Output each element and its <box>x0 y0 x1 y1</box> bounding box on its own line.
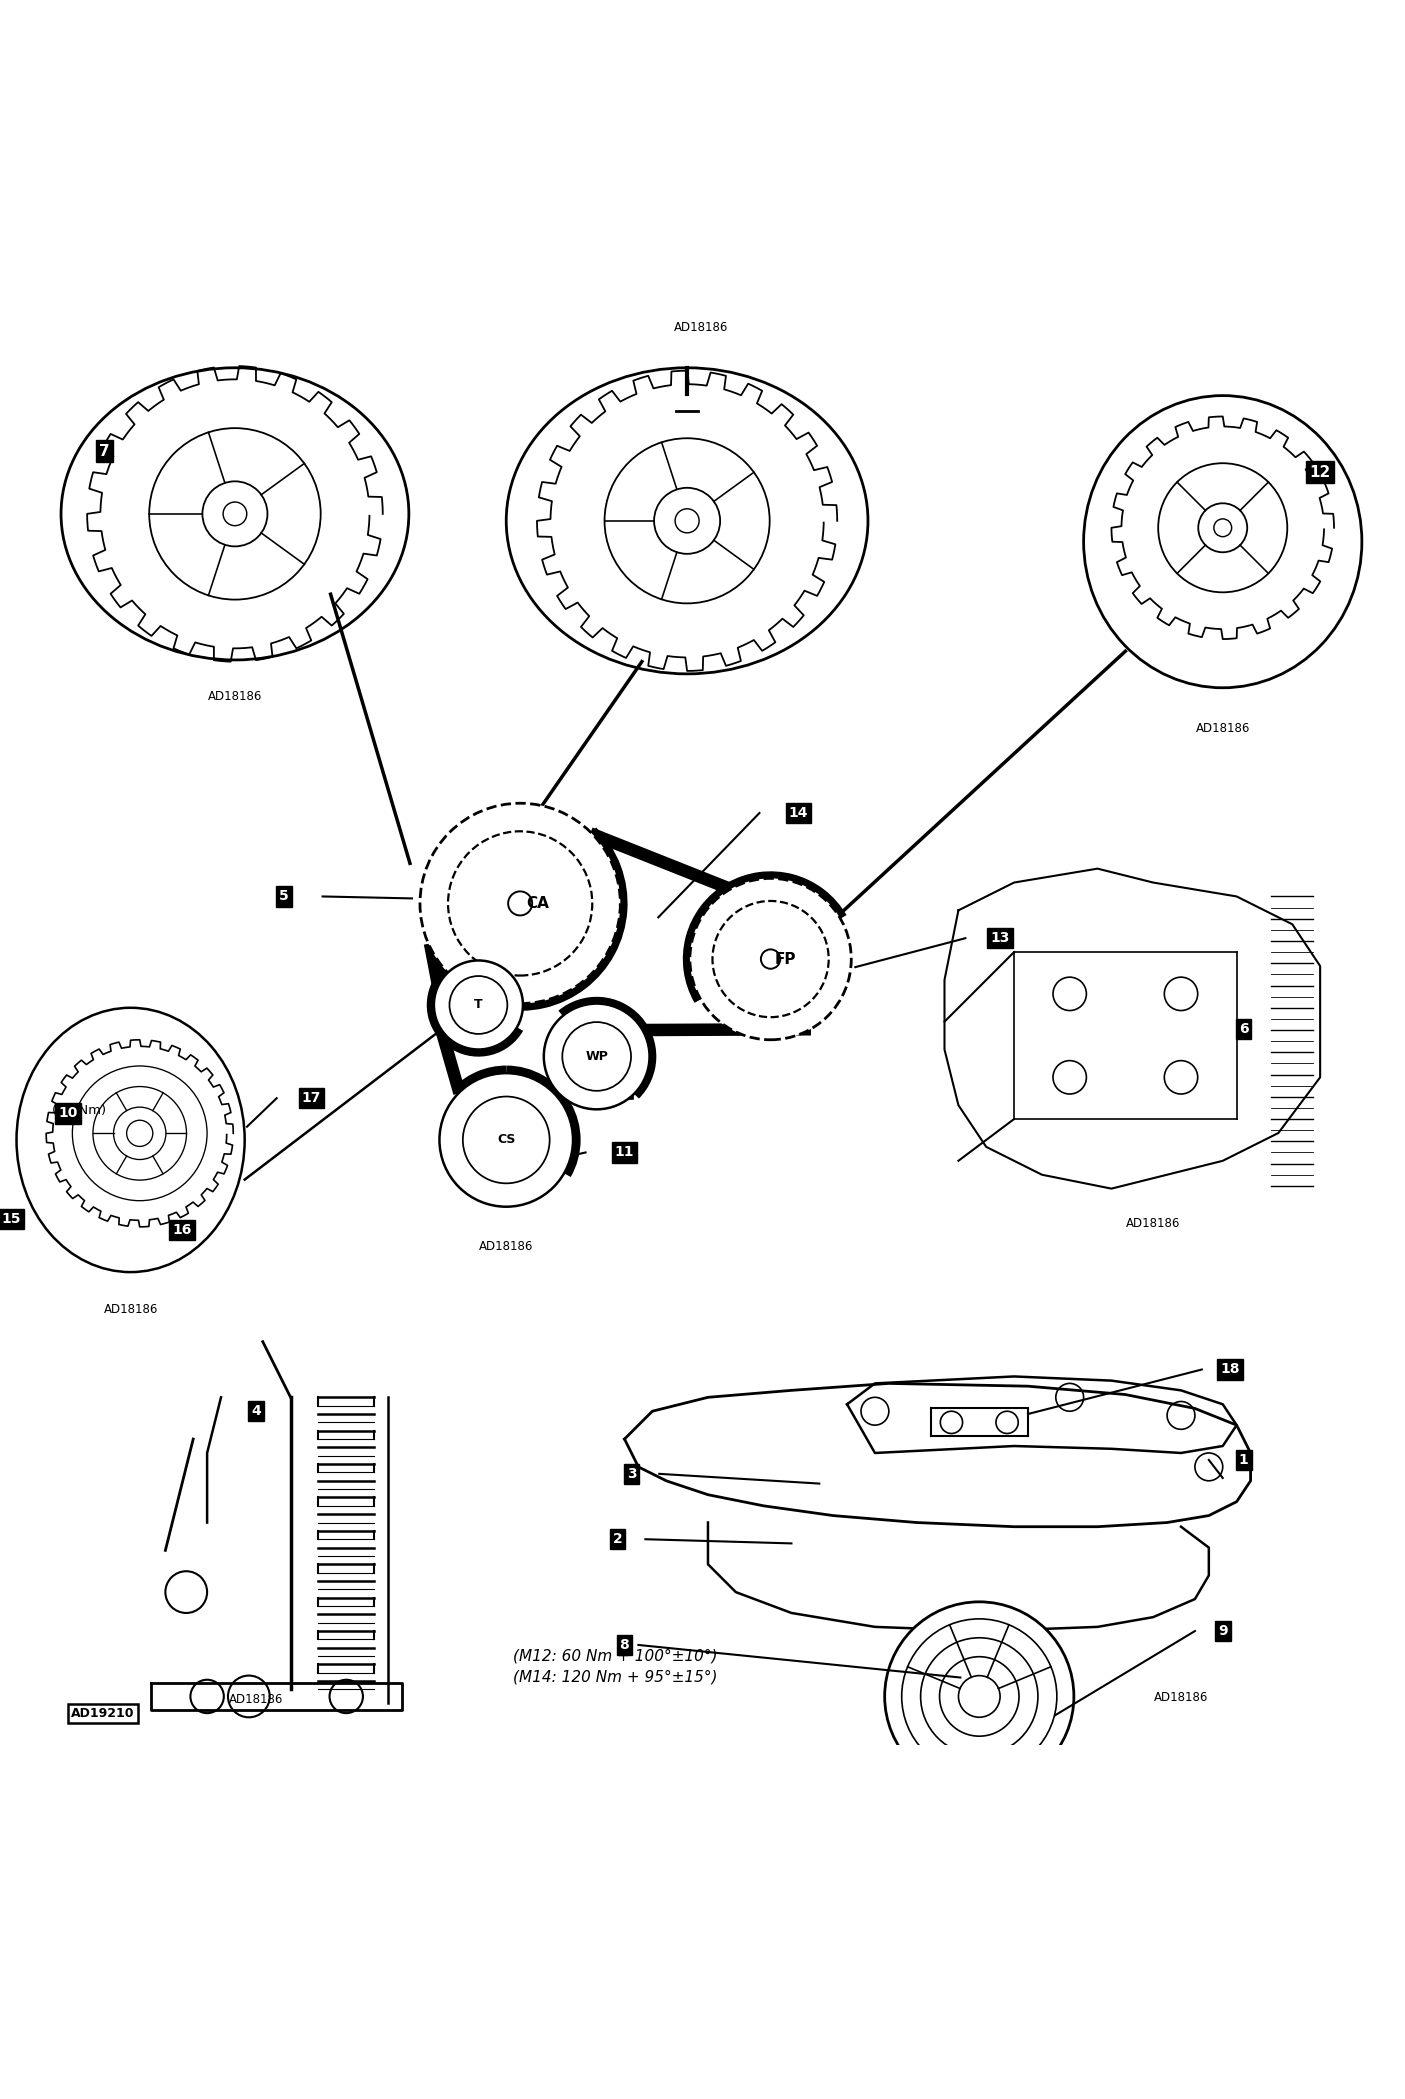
Text: AD18186: AD18186 <box>229 1692 282 1706</box>
Circle shape <box>885 1602 1073 1790</box>
Text: AD18186: AD18186 <box>1125 1217 1180 1230</box>
Ellipse shape <box>1083 395 1361 688</box>
Text: 1: 1 <box>1239 1453 1249 1467</box>
Text: 14: 14 <box>788 806 808 821</box>
Ellipse shape <box>506 367 868 674</box>
Circle shape <box>448 831 593 976</box>
Circle shape <box>1214 518 1232 537</box>
Text: T: T <box>473 999 483 1012</box>
Text: FP: FP <box>774 951 795 966</box>
Text: (M14: 120 Nm + 95°±15°): (M14: 120 Nm + 95°±15°) <box>513 1669 718 1685</box>
Text: 5: 5 <box>278 890 288 903</box>
Circle shape <box>440 1073 573 1207</box>
Circle shape <box>674 508 700 533</box>
Circle shape <box>690 877 851 1039</box>
Circle shape <box>420 804 621 1003</box>
Text: 16: 16 <box>173 1224 191 1236</box>
Text: AD18186: AD18186 <box>208 691 263 703</box>
Text: 7: 7 <box>100 443 110 460</box>
Circle shape <box>544 1003 649 1110</box>
Circle shape <box>462 1096 549 1184</box>
Circle shape <box>434 961 523 1050</box>
Circle shape <box>450 976 507 1035</box>
Text: 18: 18 <box>1220 1362 1239 1377</box>
Text: 3: 3 <box>627 1467 636 1480</box>
Text: 15: 15 <box>1 1213 21 1226</box>
Text: 17: 17 <box>302 1091 322 1106</box>
Text: 13: 13 <box>991 932 1010 945</box>
Ellipse shape <box>17 1008 244 1272</box>
Text: AD18186: AD18186 <box>1196 722 1250 735</box>
Text: 4: 4 <box>251 1404 261 1419</box>
Text: AD18186: AD18186 <box>479 1241 534 1253</box>
Ellipse shape <box>60 367 409 659</box>
Text: 9: 9 <box>1218 1625 1228 1637</box>
Circle shape <box>562 1022 631 1091</box>
Text: AD18186: AD18186 <box>104 1303 157 1316</box>
Text: (M12: 60 Nm + 100°±10°): (M12: 60 Nm + 100°±10°) <box>513 1648 718 1665</box>
Text: 8: 8 <box>620 1637 629 1652</box>
Text: 2: 2 <box>613 1532 622 1547</box>
Text: 6: 6 <box>1239 1022 1249 1035</box>
Text: AD18186: AD18186 <box>1154 1692 1208 1704</box>
Text: CA: CA <box>527 896 549 911</box>
Text: 12: 12 <box>1309 464 1331 479</box>
Text: AD18186: AD18186 <box>674 321 728 334</box>
Text: AD19210: AD19210 <box>72 1706 135 1719</box>
Text: 11: 11 <box>615 1146 634 1159</box>
Text: CS: CS <box>497 1133 516 1146</box>
Circle shape <box>223 502 247 525</box>
Text: (25 Nm): (25 Nm) <box>52 1104 107 1117</box>
Text: 10: 10 <box>58 1106 77 1121</box>
Text: WP: WP <box>586 1050 608 1062</box>
Circle shape <box>712 900 829 1018</box>
